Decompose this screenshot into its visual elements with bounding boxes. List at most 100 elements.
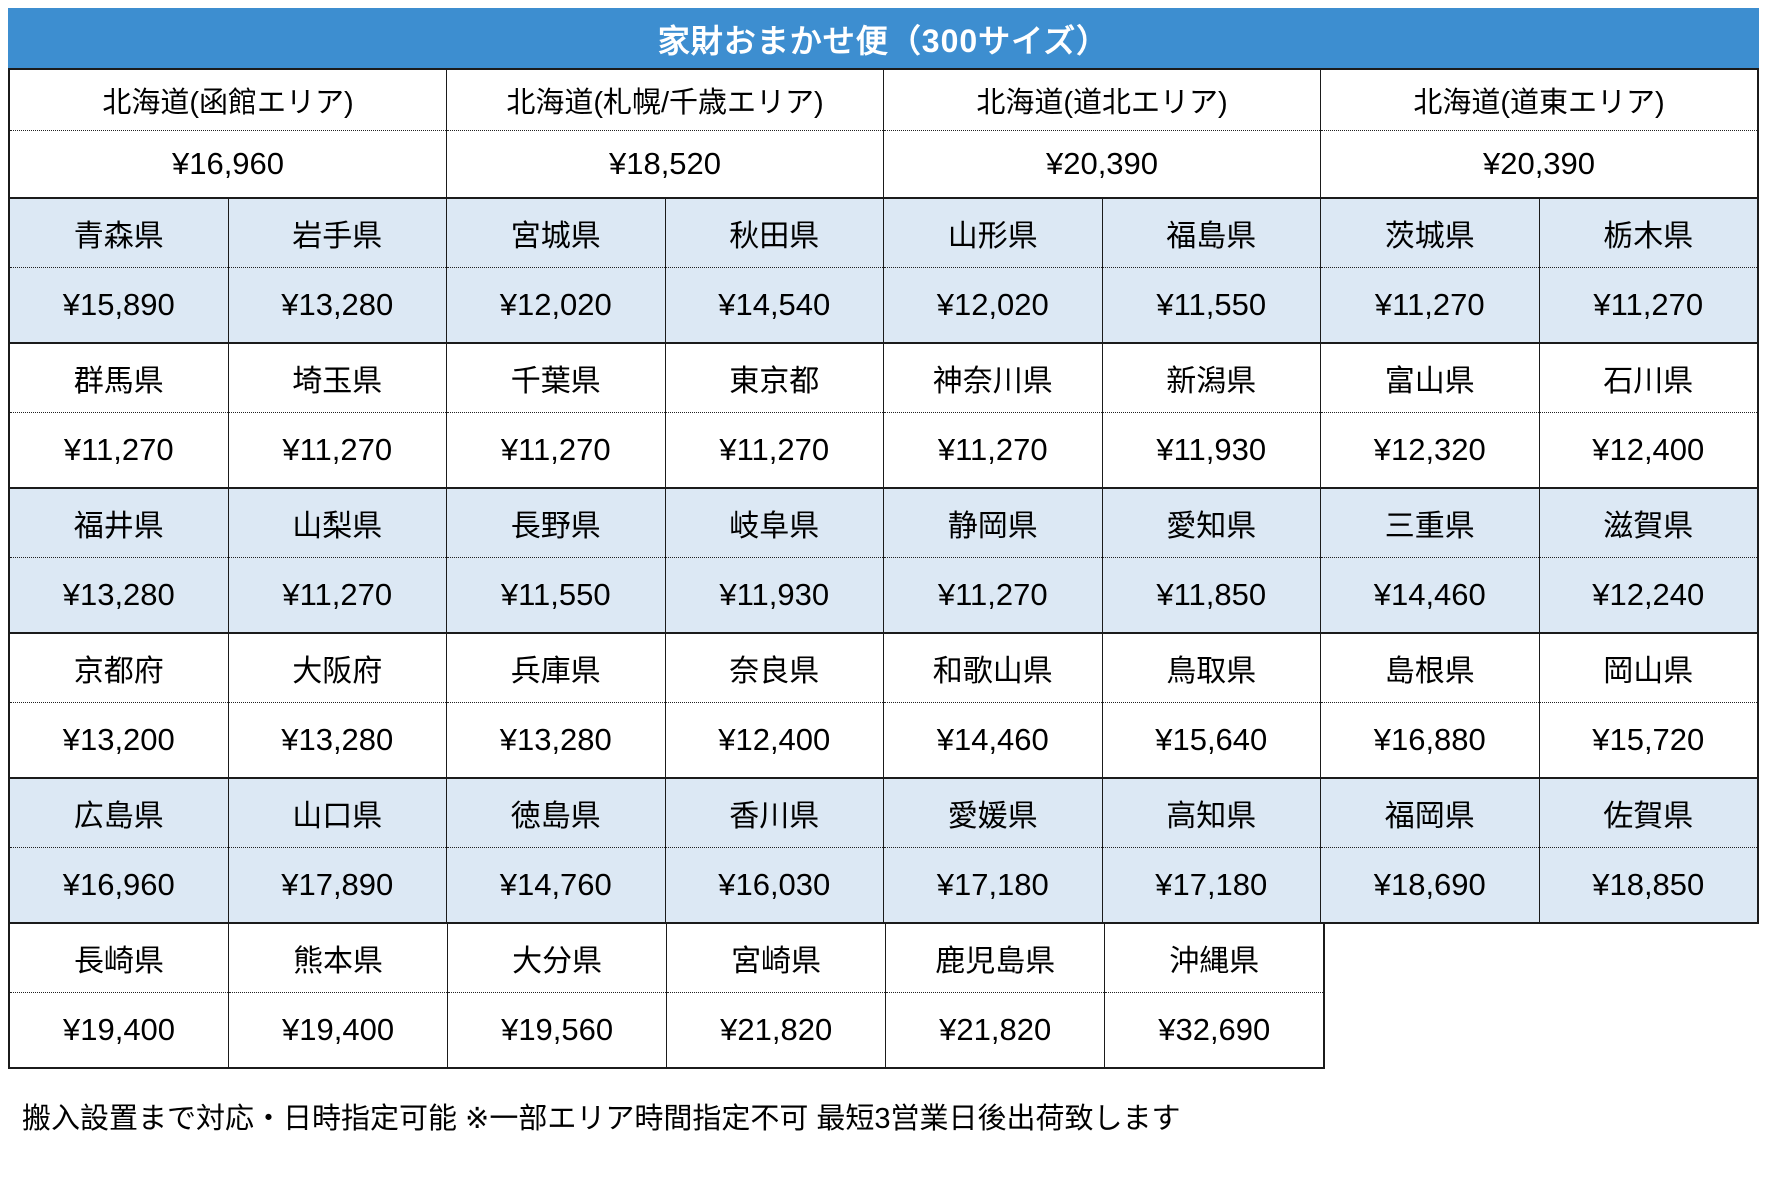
prefecture-price: ¥21,820 (720, 1012, 833, 1047)
prefecture-price: ¥12,400 (718, 722, 831, 757)
prefecture-name: 島根県 (1321, 634, 1539, 703)
prefecture-price: ¥13,200 (62, 722, 175, 757)
prefecture-name: 鳥取県 (1102, 634, 1320, 703)
hokkaido-area-cell: 北海道(札幌/千歳エリア) ¥18,520 (446, 70, 883, 197)
prefecture-cell: 山口県 ¥17,890 (227, 779, 446, 922)
prefecture-price: ¥11,270 (937, 432, 1048, 467)
prefecture-name: 和歌山県 (884, 634, 1102, 703)
prefecture-price: ¥17,180 (1155, 867, 1268, 902)
prefecture-cell: 東京都 ¥11,270 (664, 344, 883, 487)
prefecture-name: 福井県 (10, 489, 228, 558)
prefecture-price: ¥13,280 (62, 577, 175, 612)
prefecture-cell: 愛知県 ¥11,850 (1101, 489, 1320, 632)
prefecture-name: 岐阜県 (665, 489, 883, 558)
prefecture-row: 京都府 ¥13,200 大阪府 ¥13,280 兵庫県 ¥13,280 奈良県 ¥12,400… (8, 632, 1759, 779)
prefecture-name: 滋賀県 (1539, 489, 1757, 558)
prefecture-price: ¥11,270 (937, 577, 1048, 612)
prefecture-name: 香川県 (665, 779, 883, 848)
prefecture-price: ¥16,960 (62, 867, 175, 902)
prefecture-cell: 長野県 ¥11,550 (446, 489, 665, 632)
prefecture-price: ¥19,400 (62, 1012, 176, 1047)
prefecture-price: ¥14,460 (936, 722, 1049, 757)
prefecture-name: 静岡県 (884, 489, 1102, 558)
prefecture-cell: 秋田県 ¥14,540 (664, 199, 883, 342)
prefecture-price: ¥11,550 (500, 577, 611, 612)
prefecture-row: 長崎県 ¥19,400 熊本県 ¥19,400 大分県 ¥19,560 宮崎県 ¥21,820… (8, 922, 1326, 1069)
prefecture-cell: 石川県 ¥12,400 (1538, 344, 1757, 487)
prefecture-name: 長野県 (447, 489, 665, 558)
prefecture-price: ¥13,280 (499, 722, 612, 757)
prefecture-cell: 茨城県 ¥11,270 (1320, 199, 1539, 342)
area-price: ¥18,520 (608, 146, 722, 181)
prefecture-cell: 埼玉県 ¥11,270 (227, 344, 446, 487)
prefecture-name: 愛知県 (1102, 489, 1320, 558)
prefecture-price: ¥12,320 (1373, 432, 1486, 467)
prefecture-cell: 福井県 ¥13,280 (10, 489, 228, 632)
prefecture-cell: 新潟県 ¥11,930 (1101, 344, 1320, 487)
prefecture-cell: 宮城県 ¥12,020 (446, 199, 665, 342)
prefecture-cell: 長崎県 ¥19,400 (10, 924, 229, 1067)
prefecture-cell: 兵庫県 ¥13,280 (446, 634, 665, 777)
prefecture-cell: 群馬県 ¥11,270 (10, 344, 228, 487)
hokkaido-area-cell: 北海道(道北エリア) ¥20,390 (883, 70, 1320, 197)
prefecture-name: 京都府 (10, 634, 228, 703)
prefecture-price: ¥15,640 (1155, 722, 1268, 757)
prefecture-price: ¥16,030 (718, 867, 831, 902)
prefecture-name: 長崎県 (10, 924, 229, 993)
prefecture-cell: 大阪府 ¥13,280 (227, 634, 446, 777)
prefecture-name: 大阪府 (228, 634, 446, 703)
area-price: ¥20,390 (1482, 146, 1596, 181)
prefecture-rows: 青森県 ¥15,890 岩手県 ¥13,280 宮城県 ¥12,020 秋田県 ¥14,540… (8, 197, 1759, 1069)
prefecture-price: ¥11,270 (63, 432, 174, 467)
prefecture-cell: 愛媛県 ¥17,180 (883, 779, 1102, 922)
prefecture-cell: 鳥取県 ¥15,640 (1101, 634, 1320, 777)
footer-note: 搬入設置まで対応・日時指定可能 ※一部エリア時間指定不可 最短3営業日後出荷致し… (22, 1103, 1181, 1135)
prefecture-cell: 佐賀県 ¥18,850 (1538, 779, 1757, 922)
prefecture-price: ¥14,760 (499, 867, 612, 902)
prefecture-name: 徳島県 (447, 779, 665, 848)
prefecture-price: ¥11,270 (719, 432, 830, 467)
prefecture-name: 岩手県 (228, 199, 446, 268)
hokkaido-area-block: 北海道(函館エリア) ¥16,960 北海道(札幌/千歳エリア) ¥18,520 北海道… (8, 68, 1759, 199)
prefecture-price: ¥12,020 (936, 287, 1049, 322)
prefecture-cell: 福岡県 ¥18,690 (1320, 779, 1539, 922)
prefecture-cell: 岡山県 ¥15,720 (1538, 634, 1757, 777)
prefecture-name: 神奈川県 (884, 344, 1102, 413)
hokkaido-area-cell: 北海道(函館エリア) ¥16,960 (10, 70, 446, 197)
prefecture-name: 東京都 (665, 344, 883, 413)
prefecture-cell: 沖縄県 ¥32,690 (1104, 924, 1324, 1067)
prefecture-cell: 千葉県 ¥11,270 (446, 344, 665, 487)
prefecture-price: ¥18,690 (1373, 867, 1486, 902)
prefecture-cell: 高知県 ¥17,180 (1101, 779, 1320, 922)
prefecture-price: ¥21,820 (939, 1012, 1052, 1047)
prefecture-row: 青森県 ¥15,890 岩手県 ¥13,280 宮城県 ¥12,020 秋田県 ¥14,540… (8, 197, 1759, 344)
prefecture-cell: 鹿児島県 ¥21,820 (885, 924, 1105, 1067)
prefecture-price: ¥14,540 (718, 287, 831, 322)
prefecture-cell: 栃木県 ¥11,270 (1538, 199, 1757, 342)
prefecture-price: ¥12,020 (499, 287, 612, 322)
prefecture-cell: 宮崎県 ¥21,820 (666, 924, 886, 1067)
prefecture-price: ¥11,930 (1156, 432, 1267, 467)
prefecture-price: ¥11,270 (1374, 287, 1485, 322)
prefecture-price: ¥17,890 (281, 867, 394, 902)
prefecture-price: ¥15,720 (1592, 722, 1705, 757)
prefecture-cell: 岐阜県 ¥11,930 (664, 489, 883, 632)
prefecture-name: 岡山県 (1539, 634, 1757, 703)
prefecture-cell: 神奈川県 ¥11,270 (883, 344, 1102, 487)
prefecture-price: ¥13,280 (281, 287, 394, 322)
area-price: ¥20,390 (1045, 146, 1159, 181)
prefecture-name: 青森県 (10, 199, 228, 268)
prefecture-name: 山梨県 (228, 489, 446, 558)
prefecture-name: 新潟県 (1102, 344, 1320, 413)
prefecture-name: 宮城県 (447, 199, 665, 268)
prefecture-cell: 山形県 ¥12,020 (883, 199, 1102, 342)
prefecture-name: 三重県 (1321, 489, 1539, 558)
prefecture-cell: 富山県 ¥12,320 (1320, 344, 1539, 487)
shipping-price-table: 家財おまかせ便（300サイズ） 北海道(函館エリア) ¥16,960 北海道(札幌/… (8, 8, 1759, 1137)
prefecture-cell: 香川県 ¥16,030 (664, 779, 883, 922)
prefecture-price: ¥11,270 (500, 432, 611, 467)
prefecture-cell: 島根県 ¥16,880 (1320, 634, 1539, 777)
table-title: 家財おまかせ便（300サイズ） (8, 8, 1759, 70)
prefecture-name: 石川県 (1539, 344, 1757, 413)
prefecture-name: 広島県 (10, 779, 228, 848)
